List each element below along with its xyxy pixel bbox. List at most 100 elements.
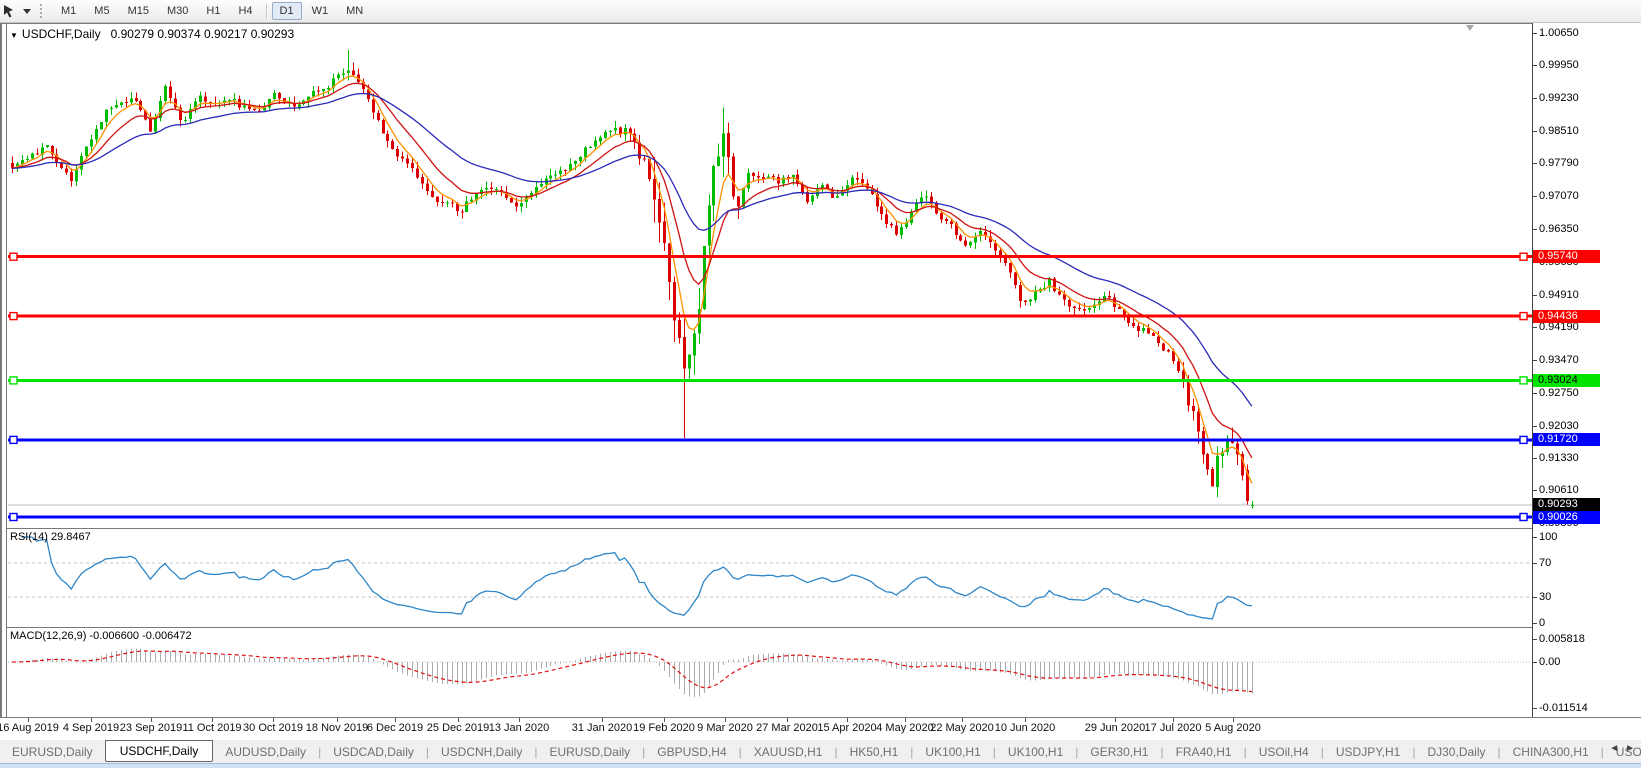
axis-tick xyxy=(1533,196,1537,197)
timeframe-button-h4[interactable]: H4 xyxy=(238,5,253,17)
status-bar xyxy=(0,763,1641,768)
level-price-tag[interactable]: 0.94436 xyxy=(1533,310,1600,323)
axis-tick xyxy=(1533,490,1537,491)
tab-separator: | xyxy=(1497,744,1501,759)
top-toolbar: M1 M5 M15 M30 H1 H4 D1 W1 MN xyxy=(0,0,1641,23)
pointer-tool-button[interactable] xyxy=(2,4,31,19)
chart-tab-usoil-h4[interactable]: USOil,H4 xyxy=(1258,744,1309,759)
price-axis-label: 0.94910 xyxy=(1539,289,1579,301)
tab-separator: | xyxy=(910,744,914,759)
time-axis-tick xyxy=(212,718,213,722)
level-price-tag[interactable]: 0.93024 xyxy=(1533,374,1600,387)
tab-separator: | xyxy=(834,744,838,759)
timeframe-button-d1[interactable]: D1 xyxy=(271,2,302,20)
time-axis[interactable]: 16 Aug 2019 4 Sep 2019 23 Sep 2019 11 Oct 2… xyxy=(0,717,1641,741)
time-axis-label: 15 Apr 2020 xyxy=(817,722,877,734)
timeframe-button-m15[interactable]: M15 xyxy=(127,5,149,17)
axis-tick xyxy=(1533,537,1537,538)
tab-separator: | xyxy=(738,744,742,759)
time-axis-label: 16 Aug 2019 xyxy=(0,722,59,734)
chart-tab-usdcnh-daily[interactable]: USDCNH,Daily xyxy=(441,744,523,759)
chart-tab-uk100-h1[interactable]: UK100,H1 xyxy=(925,744,981,759)
tab-scroll-right-icon[interactable]: ► xyxy=(1625,743,1635,754)
time-axis-tick xyxy=(962,718,963,722)
level-price-tag[interactable]: 0.90026 xyxy=(1533,511,1600,524)
level-price-tag[interactable]: 0.95740 xyxy=(1533,250,1600,263)
rsi-axis-label: 0 xyxy=(1539,617,1546,629)
tab-separator: | xyxy=(1160,744,1164,759)
chart-tab-audusd-daily[interactable]: AUDUSD,Daily xyxy=(225,744,307,759)
price-axis-label: 0.96350 xyxy=(1539,223,1579,235)
chart-tab-eurusd-daily[interactable]: EURUSD,Daily xyxy=(12,744,93,759)
time-axis-label: 27 Mar 2020 xyxy=(756,722,818,734)
tab-separator: | xyxy=(1075,744,1079,759)
time-axis-tick xyxy=(28,718,29,722)
chart-tab-uk100-h1[interactable]: UK100,H1 xyxy=(1007,744,1064,759)
pointer-tool-icon xyxy=(4,4,13,17)
time-axis-label: 23 Sep 2019 xyxy=(119,722,183,734)
timeframe-button-mn[interactable]: MN xyxy=(346,5,364,17)
level-price-tag[interactable]: 0.91720 xyxy=(1533,433,1600,446)
timeframe-group: M1 M5 M15 M30 H1 H4 D1 W1 MN xyxy=(52,2,372,20)
chart-tab-usdjpy-h1[interactable]: USDJPY,H1 xyxy=(1335,744,1401,759)
price-axis[interactable]: 1.00650 0.99950 0.99230 0.98510 0.97790 0.970… xyxy=(1533,23,1641,717)
axis-tick xyxy=(1533,458,1537,459)
symbol-dropdown-icon[interactable]: ▼ xyxy=(10,31,18,40)
main-chart-canvas[interactable]: ▼ USDCHF,Daily 0.90279 0.90374 0.90217 0.9… xyxy=(0,23,1532,528)
chart-tab-hk50-h1[interactable]: HK50,H1 xyxy=(849,744,899,759)
rsi-label: RSI(14) 29.8467 xyxy=(10,531,91,543)
price-axis-label: 0.92030 xyxy=(1539,420,1579,432)
symbol-info: ▼ USDCHF,Daily 0.90279 0.90374 0.90217 0.9… xyxy=(10,27,294,41)
time-axis-label: 29 Jun 2020 xyxy=(1084,722,1146,734)
time-axis-label: 4 May 2020 xyxy=(876,722,934,734)
axis-tick xyxy=(1533,65,1537,66)
axis-tick xyxy=(1533,163,1537,164)
rsi-panel[interactable]: RSI(14) 29.8467 xyxy=(0,528,1532,627)
chart-tab-xauusd-h1[interactable]: XAUUSD,H1 xyxy=(753,744,823,759)
macd-panel-divider[interactable] xyxy=(7,627,1532,628)
macd-label: MACD(12,26,9) -0.006600 -0.006472 xyxy=(10,630,192,642)
time-axis-tick xyxy=(602,718,603,722)
macd-panel[interactable]: MACD(12,26,9) -0.006600 -0.006472 xyxy=(0,627,1532,717)
rsi-axis-label: 100 xyxy=(1539,531,1558,543)
time-axis-tick xyxy=(847,718,848,722)
axis-tick xyxy=(1533,327,1537,328)
price-axis-line[interactable] xyxy=(1532,23,1533,718)
price-axis-label: 0.97070 xyxy=(1539,190,1579,202)
time-axis-tick xyxy=(519,718,520,722)
chart-tab-gbpusd-h4[interactable]: GBPUSD,H4 xyxy=(657,744,727,759)
chart-tab-usdchf-daily[interactable]: USDCHF,Daily xyxy=(104,739,214,762)
chart-tab-usdcad-daily[interactable]: USDCAD,Daily xyxy=(333,744,414,759)
chart-tab-usoil-h1[interactable]: USOil,H1 xyxy=(1615,744,1641,759)
time-axis-tick xyxy=(91,718,92,722)
tab-scroll-left-icon[interactable]: ◄ xyxy=(1609,743,1620,754)
timeframe-button-m30[interactable]: M30 xyxy=(166,5,189,17)
chart-tab-ger30-h1[interactable]: GER30,H1 xyxy=(1090,744,1149,759)
price-axis-label: 0.92750 xyxy=(1539,387,1579,399)
window-border-left xyxy=(0,23,2,740)
current-price-tag: 0.90293 xyxy=(1533,498,1600,511)
timeframe-button-m1[interactable]: M1 xyxy=(61,5,77,17)
macd-plot[interactable] xyxy=(0,627,1532,717)
timeframe-button-h1[interactable]: H1 xyxy=(206,5,221,17)
timeframe-button-m5[interactable]: M5 xyxy=(94,5,110,17)
rsi-plot[interactable] xyxy=(0,528,1532,627)
axis-tick xyxy=(1533,426,1537,427)
rsi-panel-divider[interactable] xyxy=(7,528,1532,529)
chart-tab-dj30-daily[interactable]: DJ30,Daily xyxy=(1427,744,1486,759)
time-axis-tick xyxy=(273,718,274,722)
time-axis-label: 18 Nov 2019 xyxy=(305,722,369,734)
chart-tab-bar: EURUSD,Daily USDCHF,Daily AUDUSD,Daily | USD… xyxy=(0,739,1641,763)
axis-tick xyxy=(1533,131,1537,132)
axis-tick xyxy=(1533,393,1537,394)
toolbar-grip[interactable] xyxy=(40,4,45,18)
time-axis-label: 22 May 2020 xyxy=(930,722,994,734)
axis-tick xyxy=(1533,229,1537,230)
tab-separator: | xyxy=(318,744,322,759)
chart-tab-fra40-h1[interactable]: FRA40,H1 xyxy=(1175,744,1232,759)
candlestick-chart[interactable] xyxy=(0,23,1532,528)
macd-axis-label: -0.011514 xyxy=(1539,702,1588,714)
chart-tab-eurusd-daily[interactable]: EURUSD,Daily xyxy=(549,744,631,759)
timeframe-button-w1[interactable]: W1 xyxy=(311,5,329,17)
chart-tab-china300-h1[interactable]: CHINA300,H1 xyxy=(1512,744,1589,759)
